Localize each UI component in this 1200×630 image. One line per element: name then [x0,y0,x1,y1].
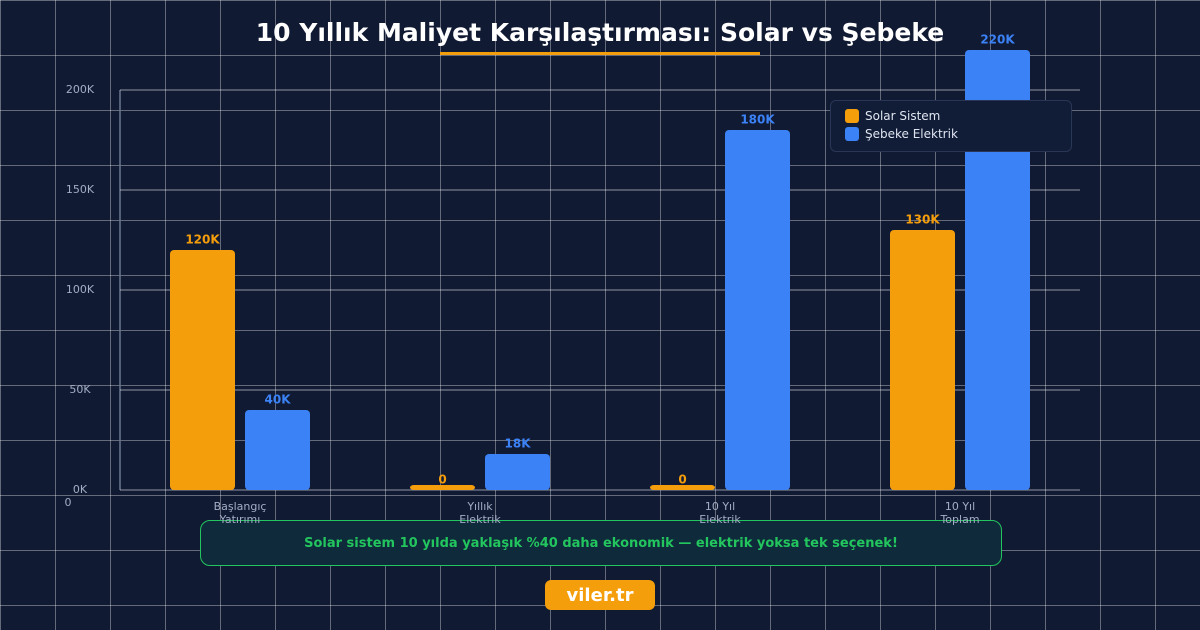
value-label: 180K [740,113,775,127]
bar [965,50,1030,490]
legend-item: Şebeke Elektrik [845,127,958,141]
x-tick-label: 10 Yıl Toplam [940,500,980,526]
x-tick-label: 10 Yıl Elektrik [699,500,741,526]
value-label: 0 [438,473,446,487]
y-tick-label: 50K [69,383,91,396]
y-tick-label: 100K [66,283,95,296]
origin-label: 0 [65,496,72,509]
value-label: 0 [678,473,686,487]
legend-label: Şebeke Elektrik [865,127,958,141]
bar [650,485,715,490]
x-tick-label: Yıllık Elektrik [459,500,501,526]
footer: viler.tr [545,580,655,610]
bar [485,454,550,490]
value-label: 220K [980,33,1015,47]
legend: Solar Sistem Şebeke Elektrik [830,100,1072,152]
x-tick-label: Başlangıç Yatırımı [213,500,267,526]
bar [890,230,955,490]
bar [410,485,475,490]
y-tick-label: 0K [73,483,88,496]
value-label: 18K [505,437,532,451]
value-label: 120K [185,233,220,247]
value-label: 130K [905,213,940,227]
bar [725,130,790,490]
bar [245,410,310,490]
title-underline [440,52,760,55]
legend-swatch [845,109,859,123]
legend-item: Solar Sistem [845,109,940,123]
annotation: Solar sistem 10 yılda yaklaşık %40 daha … [200,520,1002,566]
bar [170,250,235,490]
legend-label: Solar Sistem [865,109,941,123]
chart-title: 10 Yıllık Maliyet Karşılaştırması: Solar… [256,18,945,47]
y-tick-label: 150K [66,183,95,196]
value-label: 40K [265,393,292,407]
y-tick-label: 200K [66,83,95,96]
legend-swatch [845,127,859,141]
